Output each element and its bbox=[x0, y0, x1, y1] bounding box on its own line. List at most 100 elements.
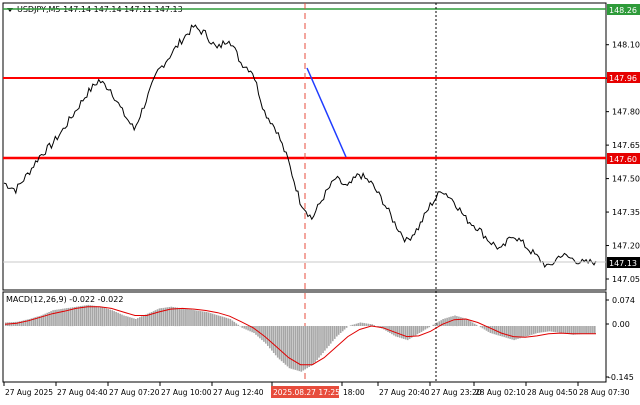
macd-histogram-bar bbox=[322, 326, 324, 353]
macd-histogram-bar bbox=[202, 311, 204, 326]
macd-histogram-bar bbox=[106, 308, 108, 326]
time-axis-label: 27 Aug 04:40 bbox=[57, 388, 108, 397]
macd-axis: 0.074 0.00 -0.145 bbox=[606, 296, 635, 382]
macd-histogram-bar bbox=[247, 326, 249, 330]
macd-histogram-bar bbox=[200, 311, 202, 326]
macd-histogram-bar bbox=[96, 306, 98, 326]
macd-histogram-bar bbox=[555, 326, 557, 332]
macd-histogram-bar bbox=[444, 318, 446, 326]
macd-histogram-bar bbox=[72, 307, 74, 326]
macd-histogram-bar bbox=[545, 326, 547, 332]
macd-histogram-bar bbox=[405, 326, 407, 340]
macd-histogram-bar bbox=[119, 314, 121, 326]
macd-histogram-bar bbox=[316, 326, 318, 360]
macd-histogram-bar bbox=[186, 309, 188, 326]
macd-histogram-bar bbox=[419, 326, 421, 333]
macd-histogram-bar bbox=[308, 326, 310, 367]
macd-histogram-bar bbox=[340, 326, 342, 333]
macd-histogram-bar bbox=[468, 320, 470, 326]
macd-histogram-bar bbox=[76, 307, 78, 326]
macd-histogram-bar bbox=[539, 326, 541, 333]
macd-histogram-bar bbox=[80, 306, 82, 326]
macd-histogram-bar bbox=[188, 309, 190, 326]
macd-histogram-bar bbox=[115, 312, 117, 326]
macd-histogram-bar bbox=[56, 310, 58, 326]
macd-histogram-bar bbox=[198, 311, 200, 326]
macd-histogram-bar bbox=[314, 326, 316, 362]
time-axis-label: 18:00 bbox=[343, 388, 365, 397]
macd-histogram-bar bbox=[127, 317, 129, 326]
macd-histogram-bar bbox=[529, 326, 531, 335]
macd-histogram-bar bbox=[171, 307, 173, 326]
macd-histogram-bar bbox=[287, 326, 289, 366]
macd-histogram-bar bbox=[352, 325, 354, 326]
macd-histogram-bar bbox=[178, 308, 180, 326]
macd-histogram-bar bbox=[54, 310, 56, 326]
macd-histogram-bar bbox=[393, 326, 395, 335]
macd-histogram-bar bbox=[192, 310, 194, 326]
time-axis-label: 27 Aug 12:40 bbox=[213, 388, 264, 397]
macd-histogram-bar bbox=[346, 326, 348, 328]
macd-histogram-bar bbox=[216, 315, 218, 326]
macd-histogram-bar bbox=[312, 326, 314, 365]
macd-histogram-bar bbox=[590, 326, 592, 334]
macd-histogram-bar bbox=[145, 315, 147, 326]
macd-histogram-bar bbox=[283, 326, 285, 363]
macd-histogram-bar bbox=[531, 326, 533, 335]
macd-histogram-bar bbox=[360, 323, 362, 327]
time-axis-label: 27 Aug 20:40 bbox=[379, 388, 430, 397]
macd-histogram-bar bbox=[310, 326, 312, 366]
macd-histogram-bar bbox=[180, 308, 182, 326]
price-tick-label: 147.20 bbox=[612, 242, 640, 251]
macd-histogram-bar bbox=[88, 305, 90, 326]
macd-histogram-bar bbox=[568, 326, 570, 334]
macd-histogram-bar bbox=[82, 306, 84, 326]
macd-histogram-bar bbox=[511, 326, 513, 340]
macd-histogram-bar bbox=[584, 326, 586, 334]
macd-histogram-bar bbox=[334, 326, 336, 339]
macd-histogram-bar bbox=[433, 325, 435, 326]
macd-histogram-bar bbox=[466, 319, 468, 326]
macd-histogram-bar bbox=[580, 326, 582, 334]
macd-histogram-bar bbox=[460, 317, 462, 326]
macd-histogram-bar bbox=[111, 310, 113, 326]
macd-histogram-bar bbox=[238, 325, 240, 326]
macd-histogram-bar bbox=[263, 326, 265, 342]
macd-histogram-bar bbox=[271, 326, 273, 351]
macd-histogram-bar bbox=[413, 326, 415, 337]
macd-histogram-bar bbox=[541, 326, 543, 332]
macd-histogram-bar bbox=[582, 326, 584, 334]
macd-histogram-bar bbox=[243, 326, 245, 329]
macd-histogram-bar bbox=[90, 305, 92, 326]
macd-histogram-bar bbox=[500, 326, 502, 336]
macd-histogram-bar bbox=[366, 323, 368, 326]
macd-histogram-bar bbox=[561, 326, 563, 333]
macd-histogram-bar bbox=[442, 319, 444, 326]
macd-histogram-bar bbox=[490, 326, 492, 333]
macd-histogram-bar bbox=[234, 322, 236, 326]
price-tick-label: 147.50 bbox=[612, 175, 640, 184]
macd-histogram-bar bbox=[521, 326, 523, 338]
macd-histogram-bar bbox=[224, 317, 226, 326]
macd-histogram-bar bbox=[436, 323, 438, 327]
macd-histogram-bar bbox=[212, 314, 214, 326]
time-axis-label: 27 Aug 07:20 bbox=[109, 388, 160, 397]
macd-histogram-bar bbox=[98, 306, 100, 326]
macd-histogram-bar bbox=[70, 308, 72, 327]
macd-histogram-bar bbox=[218, 316, 220, 327]
macd-histogram-bar bbox=[332, 326, 334, 341]
macd-histogram-bar bbox=[551, 326, 553, 332]
macd-histogram-bar bbox=[503, 326, 505, 337]
macd-histogram-bar bbox=[50, 311, 52, 326]
macd-histogram-bar bbox=[565, 326, 567, 334]
macd-histogram-bar bbox=[476, 325, 478, 326]
macd-histogram-bar bbox=[515, 326, 517, 340]
macd-histogram-bar bbox=[472, 323, 474, 327]
macd-histogram-bar bbox=[407, 326, 409, 340]
macd-histogram-bar bbox=[131, 318, 133, 326]
macd-histogram-bar bbox=[505, 326, 507, 338]
macd-histogram-bar bbox=[214, 314, 216, 326]
macd-histogram-bar bbox=[519, 326, 521, 338]
